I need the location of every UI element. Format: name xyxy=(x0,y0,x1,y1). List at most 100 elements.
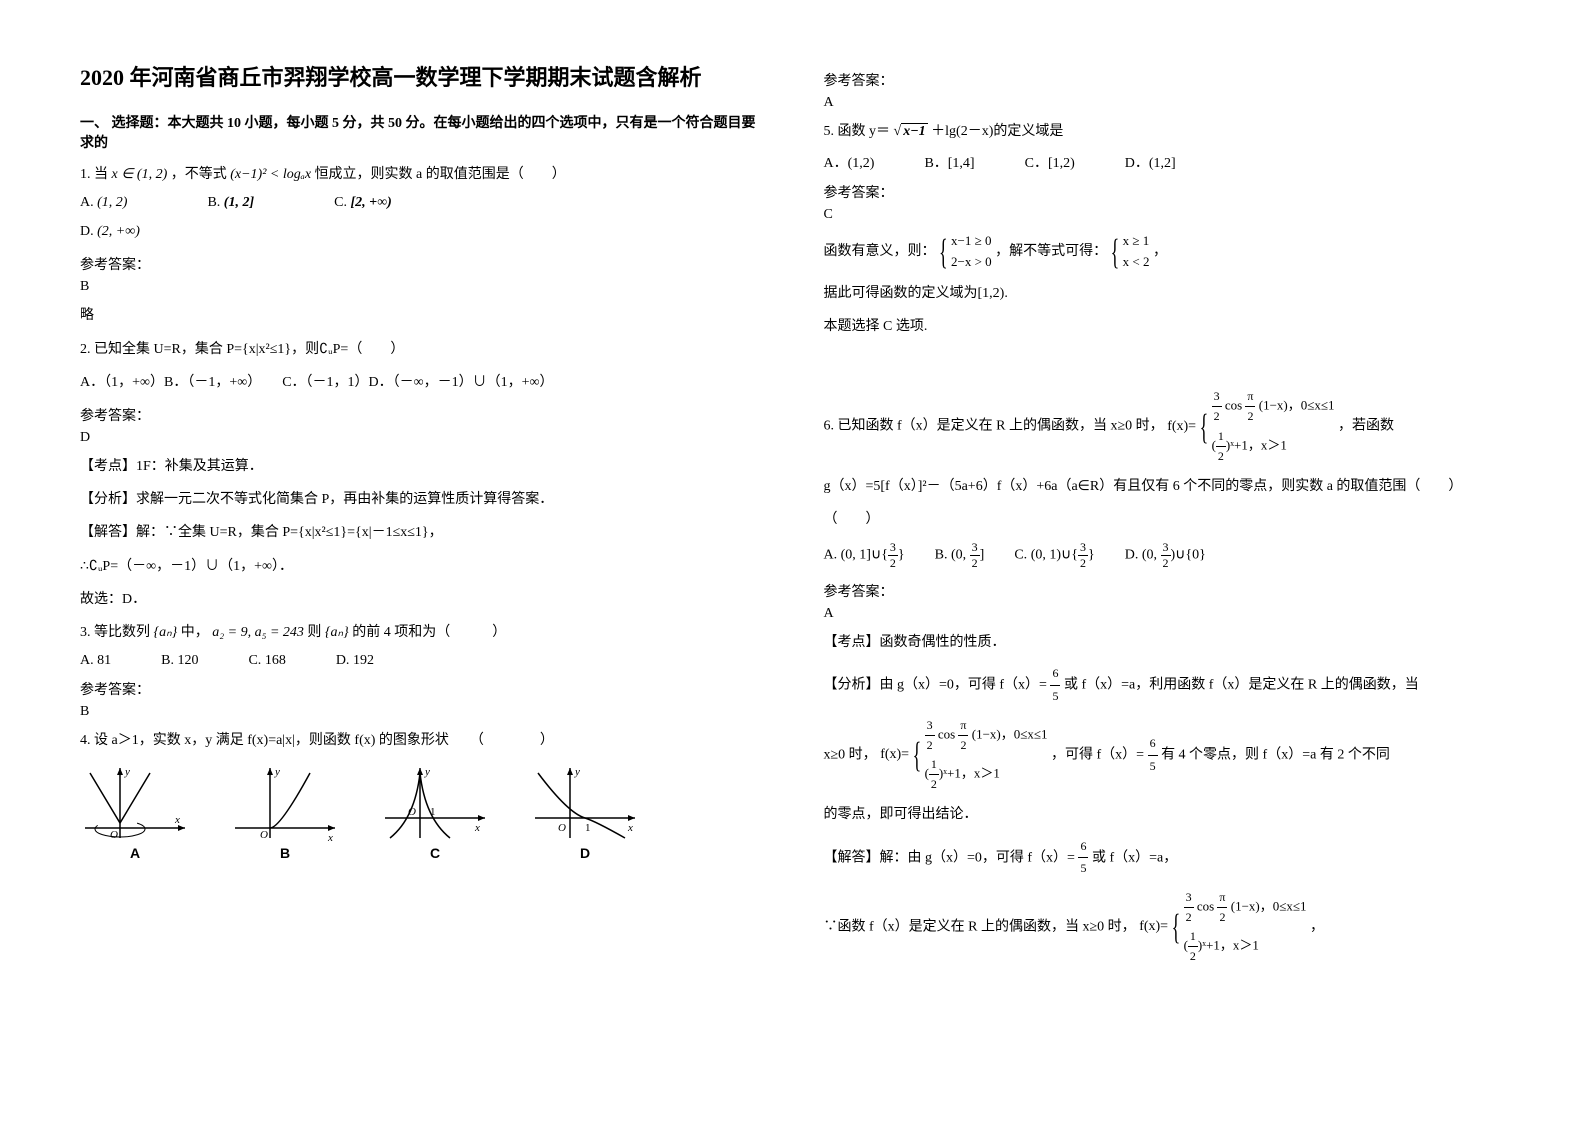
q2-jd1: 【解答】解：∵全集 U=R，集合 P={x|x²≤1}={x|－1≤x≤1}， xyxy=(80,520,764,545)
svg-text:x: x xyxy=(174,814,180,826)
q2-stem: 2. 已知全集 U=R，集合 P={x|x²≤1}，则∁ᵤP=（ ） xyxy=(80,337,764,362)
left-column: 2020 年河南省商丘市羿翔学校高一数学理下学期期末试题含解析 一、 选择题：本… xyxy=(50,60,794,1062)
q5-exp1: 函数有意义，则： x−1 ≥ 0 2−x > 0 ，解不等式可得： x ≥ 1 … xyxy=(824,231,1508,273)
q4-stem: 4. 设 a＞1，实数 x，y 满足 f(x)=a|x|，则函数 f(x) 的图… xyxy=(80,728,764,753)
svg-text:O: O xyxy=(110,829,118,841)
q3-mid1: 中， xyxy=(181,625,209,640)
q3-a2: a₂ = 9, a₅ = 243 xyxy=(212,625,304,640)
q5-ans: C xyxy=(824,207,1508,223)
system-1: x−1 ≥ 0 2−x > 0 xyxy=(939,231,992,273)
svg-text:y: y xyxy=(424,766,430,778)
piecewise-fx-3: 32 cos π2 (1−x)，0≤x≤1 (12)ˣ+1，x＞1 xyxy=(1172,888,1307,967)
q6-jd2: ∵函数 f（x）是定义在 R 上的偶函数，当 x≥0 时， f(x)= 32 c… xyxy=(824,888,1508,967)
graph-C-label: C xyxy=(380,845,490,861)
q3-pre: 3. 等比数列 xyxy=(80,625,150,640)
q1-ans-label: 参考答案： xyxy=(80,254,764,274)
q6-optC: C. (0, 1)∪{32} xyxy=(1014,540,1094,571)
q1-ineq: (x−1)² < logₐx xyxy=(230,167,311,182)
q6-blank: （ ） xyxy=(824,507,1508,532)
system-2: x ≥ 1 x < 2 xyxy=(1111,231,1150,273)
q6-fx-repeat: f(x)= 32 cos π2 (1−x)，0≤x≤1 (12)ˣ+1，x＞1 xyxy=(880,747,1051,762)
piecewise-fx: 32 cos π2 (1−x)，0≤x≤1 (12)ˣ+1，x＞1 xyxy=(1200,387,1335,466)
q1-optB: B. (1, 2] xyxy=(207,195,254,211)
svg-text:x: x xyxy=(627,822,633,834)
q1-opts-row1: A. (1, 2) B. (1, 2] C. [2, +∞) xyxy=(80,195,764,211)
svg-text:O: O xyxy=(408,806,416,818)
q6-stem2: g（x）=5[f（x）]²－（5a+6）f（x）+6a（a∈R）有且仅有 6 个… xyxy=(824,474,1508,499)
q6-fx3: 的零点，即可得出结论． xyxy=(824,802,1508,827)
q6-fx2: x≥0 时， f(x)= 32 cos π2 (1−x)，0≤x≤1 (12)ˣ… xyxy=(824,716,1508,795)
q6-kp: 【考点】函数奇偶性的性质． xyxy=(824,630,1508,655)
q5-exp3: 本题选择 C 选项. xyxy=(824,314,1508,339)
q3-an2: {aₙ} xyxy=(325,625,349,640)
q1-optA: A. (1, 2) xyxy=(80,195,127,211)
q2-ans-label: 参考答案： xyxy=(80,405,764,425)
q3-optB: B. 120 xyxy=(161,653,198,669)
q6-opts: A. (0, 1]∪{32} B. (0, 32] C. (0, 1)∪{32}… xyxy=(824,540,1508,571)
graph-A: O x y A xyxy=(80,763,190,861)
q2-jd2: ∴∁ᵤP=（－∞，－1）∪（1，+∞）． xyxy=(80,554,764,579)
q4-graphs: O x y A O x y B xyxy=(80,763,764,861)
q3-stem: 3. 等比数列 {aₙ} 中， a₂ = 9, a₅ = 243 则 {aₙ} … xyxy=(80,620,764,645)
q5-optD: D．(1,2] xyxy=(1125,152,1176,172)
q6-jd: 【解答】解：由 g（x）=0，可得 f（x）= 65 或 f（x）=a， xyxy=(824,836,1508,880)
graph-D: O 1 x y D xyxy=(530,763,640,861)
q1-mid: ，不等式 xyxy=(171,167,227,182)
q6-ans: A xyxy=(824,606,1508,622)
svg-text:x: x xyxy=(327,832,333,843)
q6-optD: D. (0, 32)∪{0} xyxy=(1125,540,1206,571)
q5-pre: 5. 函数 y＝ xyxy=(824,124,891,139)
q3-optA: A. 81 xyxy=(80,653,111,669)
q3-an1: {aₙ} xyxy=(154,625,178,640)
sqrt-icon: x−1 xyxy=(894,119,928,144)
q5-optB: B．[1,4] xyxy=(924,152,974,172)
q2-opts: A．（1，+∞）B．（－1，+∞） C．（－1，1）D．（－∞，－1）∪（1，+… xyxy=(80,370,764,395)
q3-optC: C. 168 xyxy=(248,653,285,669)
svg-text:1: 1 xyxy=(585,822,591,834)
q5-exp2: 据此可得函数的定义域为[1,2). xyxy=(824,281,1508,306)
q1-optD: D. (2, +∞) xyxy=(80,219,764,244)
q2-ans: D xyxy=(80,430,764,446)
q4-ans: A xyxy=(824,95,1508,111)
q6-fx-line: 【分析】由 g（x）=0，可得 f（x）= 65 或 f（x）=a，利用函数 f… xyxy=(824,663,1508,707)
q3-ans: B xyxy=(80,704,764,720)
graph-C: O 1 x y C xyxy=(380,763,490,861)
q2-fx: 【分析】求解一元二次不等式化简集合 P，再由补集的运算性质计算得答案． xyxy=(80,487,764,512)
q6-optA: A. (0, 1]∪{32} xyxy=(824,540,905,571)
q3-opts: A. 81 B. 120 C. 168 D. 192 xyxy=(80,653,764,669)
q1-x-in: x ∈ (1, 2) xyxy=(112,167,168,182)
svg-text:O: O xyxy=(260,829,268,841)
q3-ans-label: 参考答案： xyxy=(80,679,764,699)
q5-stem: 5. 函数 y＝ x−1 ＋lg(2－x)的定义域是 xyxy=(824,119,1508,144)
q1-stem: 1. 当 x ∈ (1, 2) ，不等式 (x−1)² < logₐx 恒成立，… xyxy=(80,162,764,187)
graph-B-label: B xyxy=(230,845,340,861)
q1-optC: C. [2, +∞) xyxy=(334,195,392,211)
q1-pre: 1. 当 xyxy=(80,167,108,182)
q5-opts: A．(1,2) B．[1,4] C．[1,2) D．(1,2] xyxy=(824,152,1508,172)
q6-ans-label: 参考答案： xyxy=(824,581,1508,601)
svg-text:y: y xyxy=(124,766,130,778)
q3-post: 的前 4 项和为（ ） xyxy=(352,625,506,640)
q2-jd3: 故选：D． xyxy=(80,587,764,612)
graph-B: O x y B xyxy=(230,763,340,861)
q4-ans-label: 参考答案： xyxy=(824,70,1508,90)
svg-text:x: x xyxy=(474,822,480,834)
right-column: 参考答案： A 5. 函数 y＝ x−1 ＋lg(2－x)的定义域是 A．(1,… xyxy=(794,60,1538,1062)
q5-ans-label: 参考答案： xyxy=(824,182,1508,202)
q1-brief: 略 xyxy=(80,303,764,328)
svg-text:y: y xyxy=(274,766,280,778)
svg-text:y: y xyxy=(574,766,580,778)
q5-post: ＋lg(2－x)的定义域是 xyxy=(931,124,1063,139)
q6-fx: f(x)= 32 cos π2 (1−x)，0≤x≤1 (12)ˣ+1，x＞1 xyxy=(1167,419,1338,434)
q6-optB: B. (0, 32] xyxy=(935,540,985,571)
q2-kp: 【考点】1F：补集及其运算． xyxy=(80,454,764,479)
q3-optD: D. 192 xyxy=(336,653,374,669)
q6-stem: 6. 已知函数 f（x）是定义在 R 上的偶函数，当 x≥0 时， f(x)= … xyxy=(824,387,1508,466)
section-1-head: 一、 选择题：本大题共 10 小题，每小题 5 分，共 50 分。在每小题给出的… xyxy=(80,112,764,152)
q3-mid2: 则 xyxy=(307,625,321,640)
q6-fx-repeat2: f(x)= 32 cos π2 (1−x)，0≤x≤1 (12)ˣ+1，x＞1 xyxy=(1139,919,1310,934)
page-title: 2020 年河南省商丘市羿翔学校高一数学理下学期期末试题含解析 xyxy=(80,60,764,92)
q5-optC: C．[1,2) xyxy=(1025,152,1075,172)
svg-text:1: 1 xyxy=(430,806,436,818)
q5-optA: A．(1,2) xyxy=(824,152,875,172)
